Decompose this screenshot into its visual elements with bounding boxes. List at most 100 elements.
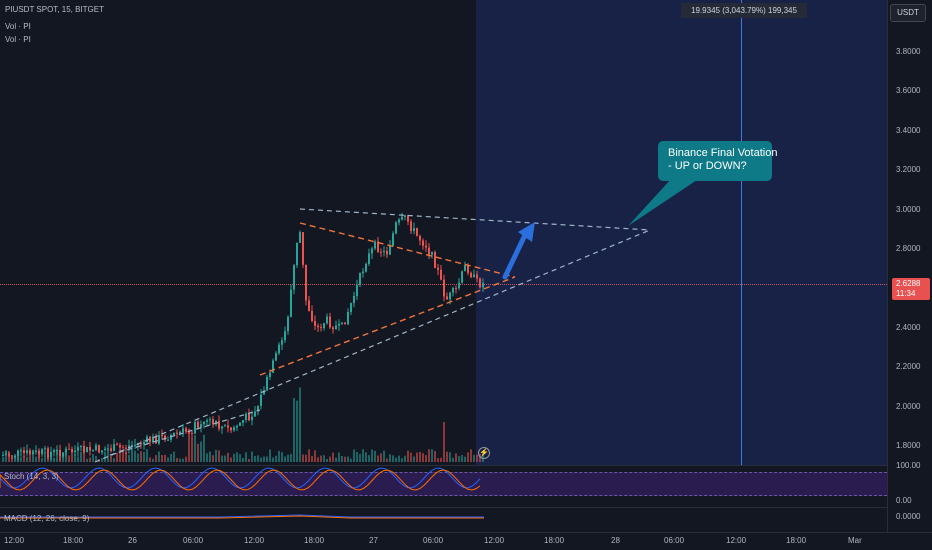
stoch-k-line — [0, 467, 481, 489]
volume-bar — [221, 455, 223, 462]
price-tick: 3.6000 — [896, 86, 921, 95]
candlestick-chart[interactable] — [0, 0, 887, 465]
candle-body — [83, 445, 85, 453]
candle-body — [413, 228, 415, 232]
volume-bar — [182, 458, 184, 462]
volume-bar — [230, 457, 232, 462]
volume-bar — [176, 457, 178, 462]
volume-bar — [302, 454, 304, 462]
candle-body — [170, 434, 172, 440]
time-tick: 06:00 — [183, 536, 204, 545]
volume-bar — [290, 454, 292, 462]
volume-legend-2[interactable]: Vol · PI — [5, 35, 31, 44]
candle-body — [110, 448, 112, 451]
candle-body — [311, 311, 313, 321]
candle-body — [323, 323, 325, 328]
candle-body — [227, 425, 229, 428]
candle-body — [434, 252, 436, 268]
candle-body — [287, 316, 289, 332]
candle-body — [215, 420, 217, 425]
macd-signal-line — [0, 515, 484, 519]
volume-bar — [269, 449, 271, 462]
time-axis[interactable]: 12:00 18:00 26 06:00 12:00 18:00 27 06:0… — [0, 532, 932, 550]
volume-bar — [65, 451, 67, 462]
volume-bar — [326, 458, 328, 462]
candle-body — [359, 273, 361, 286]
volume-bar — [131, 449, 133, 462]
volume-bar — [452, 457, 454, 462]
candle-body — [11, 455, 13, 457]
candle-body — [479, 278, 481, 288]
volume-bar — [437, 458, 439, 462]
candle-body — [122, 447, 124, 449]
candle-body — [203, 421, 205, 425]
candle-body — [431, 252, 433, 255]
price-axis[interactable]: 3.8000 3.6000 3.4000 3.2000 3.0000 2.800… — [887, 0, 932, 532]
volume-bar — [224, 455, 226, 462]
time-tick: 27 — [369, 536, 378, 545]
candle-body — [269, 372, 271, 377]
chart-area[interactable]: PIUSDT SPOT, 15, BITGET Vol · PI Vol · P… — [0, 0, 887, 465]
candle-body — [38, 450, 40, 455]
candle-body — [179, 431, 181, 434]
volume-bar — [461, 455, 463, 462]
candle-body — [320, 327, 322, 329]
candle-body — [254, 411, 256, 417]
candle-body — [272, 360, 274, 373]
candle-body — [98, 445, 100, 453]
volume-bar — [167, 457, 169, 462]
candle-body — [233, 427, 235, 431]
volume-bar — [17, 449, 19, 462]
stoch-d-line — [0, 469, 481, 491]
volume-bar — [164, 454, 166, 462]
candle-body — [386, 250, 388, 255]
volume-bar — [11, 456, 13, 462]
candle-body — [104, 448, 106, 451]
candle-body — [161, 435, 163, 437]
annotation-callout[interactable]: Binance Final Votation - UP or DOWN? — [658, 141, 777, 181]
candle-body — [446, 296, 448, 300]
last-price-value: 2.6288 — [896, 279, 921, 288]
volume-bar — [440, 457, 442, 462]
volume-bar — [374, 450, 376, 462]
candle-body — [392, 233, 394, 246]
candle-body — [68, 448, 70, 450]
candle-body — [263, 390, 265, 395]
candle-body — [356, 285, 358, 296]
volume-bar — [305, 454, 307, 462]
volume-bar — [71, 449, 73, 462]
macd-legend[interactable]: MACD (12, 26, close, 9) — [4, 514, 90, 523]
candle-body — [461, 271, 463, 283]
volume-bar — [368, 455, 370, 462]
volume-bar — [383, 450, 385, 462]
price-tick: 2.0000 — [896, 402, 921, 411]
volume-bar — [92, 454, 94, 462]
stochastic-pane[interactable]: Stoch (14, 3, 3) — [0, 465, 887, 507]
volume-bar — [23, 456, 25, 462]
candle-body — [158, 435, 160, 444]
future-zone-highlight — [476, 0, 887, 465]
volume-bar — [311, 455, 313, 462]
candle-body — [62, 452, 64, 457]
volume-bar — [20, 457, 22, 462]
volume-bar — [431, 449, 433, 462]
candle-body — [245, 413, 247, 420]
candle-body — [365, 263, 367, 272]
candle-body — [155, 436, 157, 444]
volume-bar — [107, 449, 109, 462]
volume-bar — [275, 455, 277, 462]
symbol-legend[interactable]: PIUSDT SPOT, 15, BITGET — [5, 5, 104, 14]
volume-bar — [188, 429, 190, 462]
currency-button[interactable]: USDT — [890, 4, 926, 22]
volume-bar — [371, 449, 373, 462]
candle-body — [383, 250, 385, 253]
stochastic-legend[interactable]: Stoch (14, 3, 3) — [4, 472, 59, 481]
volume-bar — [26, 456, 28, 462]
candle-body — [47, 448, 49, 458]
volume-bar — [347, 456, 349, 462]
annotation-line-2: - UP or DOWN? — [668, 160, 747, 172]
macd-pane[interactable]: MACD (12, 26, close, 9) — [0, 507, 887, 532]
volume-legend-1[interactable]: Vol · PI — [5, 22, 31, 31]
lightning-icon[interactable]: ⚡ — [478, 447, 490, 459]
volume-bar — [2, 456, 4, 462]
